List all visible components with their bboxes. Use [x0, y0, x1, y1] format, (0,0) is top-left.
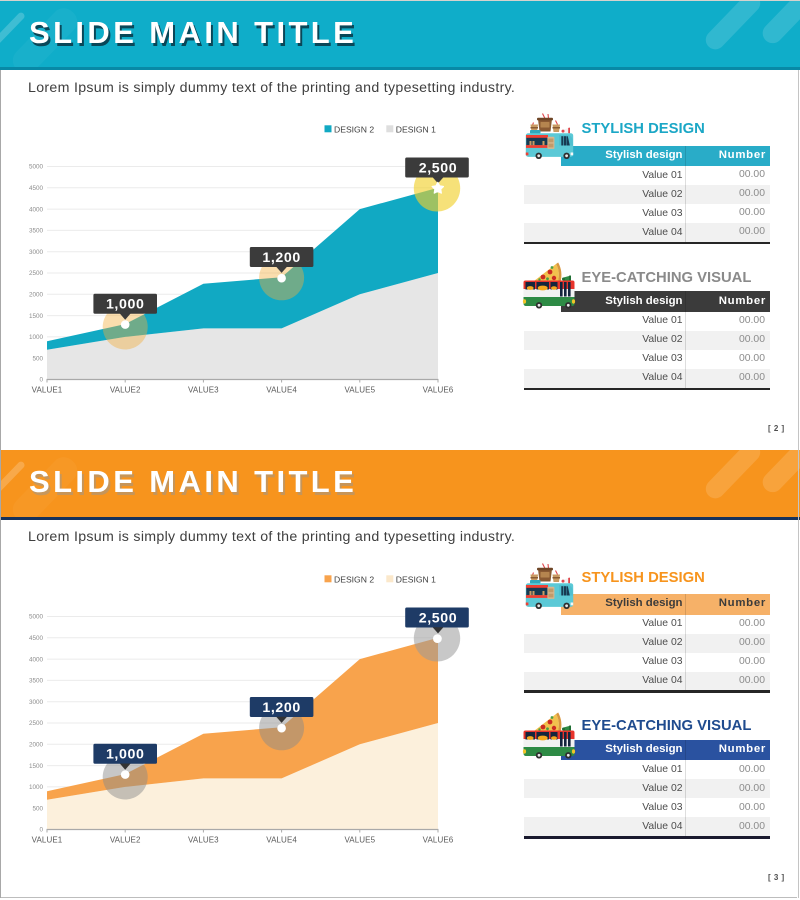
svg-text:1,200: 1,200 — [262, 700, 301, 716]
svg-text:VALUE6: VALUE6 — [423, 836, 454, 845]
svg-text:1500: 1500 — [29, 763, 44, 770]
svg-text:500: 500 — [32, 805, 43, 812]
svg-text:3000: 3000 — [29, 699, 44, 706]
svg-text:DESIGN 1: DESIGN 1 — [396, 574, 436, 584]
svg-text:5000: 5000 — [29, 164, 44, 171]
svg-text:VALUE3: VALUE3 — [188, 386, 219, 395]
svg-text:0: 0 — [39, 827, 43, 834]
svg-text:2000: 2000 — [29, 742, 44, 749]
svg-text:4000: 4000 — [29, 656, 44, 663]
svg-text:2000: 2000 — [29, 292, 44, 299]
svg-text:2,500: 2,500 — [419, 160, 458, 176]
svg-text:VALUE6: VALUE6 — [423, 386, 454, 395]
svg-text:2,500: 2,500 — [419, 610, 458, 626]
svg-text:3500: 3500 — [29, 678, 44, 685]
svg-text:1,200: 1,200 — [262, 250, 301, 266]
svg-text:VALUE3: VALUE3 — [188, 836, 219, 845]
svg-text:VALUE2: VALUE2 — [110, 386, 141, 395]
svg-text:1500: 1500 — [29, 313, 44, 320]
svg-text:1000: 1000 — [29, 784, 44, 791]
svg-text:4000: 4000 — [29, 206, 44, 213]
svg-text:1000: 1000 — [29, 334, 44, 341]
svg-text:VALUE1: VALUE1 — [32, 836, 63, 845]
svg-text:VALUE5: VALUE5 — [344, 836, 375, 845]
svg-text:DESIGN 2: DESIGN 2 — [334, 574, 374, 584]
svg-text:DESIGN 2: DESIGN 2 — [334, 124, 374, 134]
svg-text:0: 0 — [39, 377, 43, 384]
svg-text:4500: 4500 — [29, 635, 44, 642]
svg-text:500: 500 — [32, 355, 43, 362]
svg-text:2500: 2500 — [29, 720, 44, 727]
svg-text:4500: 4500 — [29, 185, 44, 192]
svg-text:3500: 3500 — [29, 228, 44, 235]
svg-text:VALUE5: VALUE5 — [344, 386, 375, 395]
svg-text:VALUE2: VALUE2 — [110, 836, 141, 845]
svg-text:5000: 5000 — [29, 614, 44, 621]
svg-text:VALUE4: VALUE4 — [266, 836, 297, 845]
svg-text:1,000: 1,000 — [106, 297, 145, 313]
svg-text:1,000: 1,000 — [106, 747, 145, 763]
svg-text:DESIGN 1: DESIGN 1 — [396, 124, 436, 134]
svg-text:2500: 2500 — [29, 270, 44, 277]
svg-text:VALUE1: VALUE1 — [32, 386, 63, 395]
svg-text:3000: 3000 — [29, 249, 44, 256]
svg-text:VALUE4: VALUE4 — [266, 386, 297, 395]
